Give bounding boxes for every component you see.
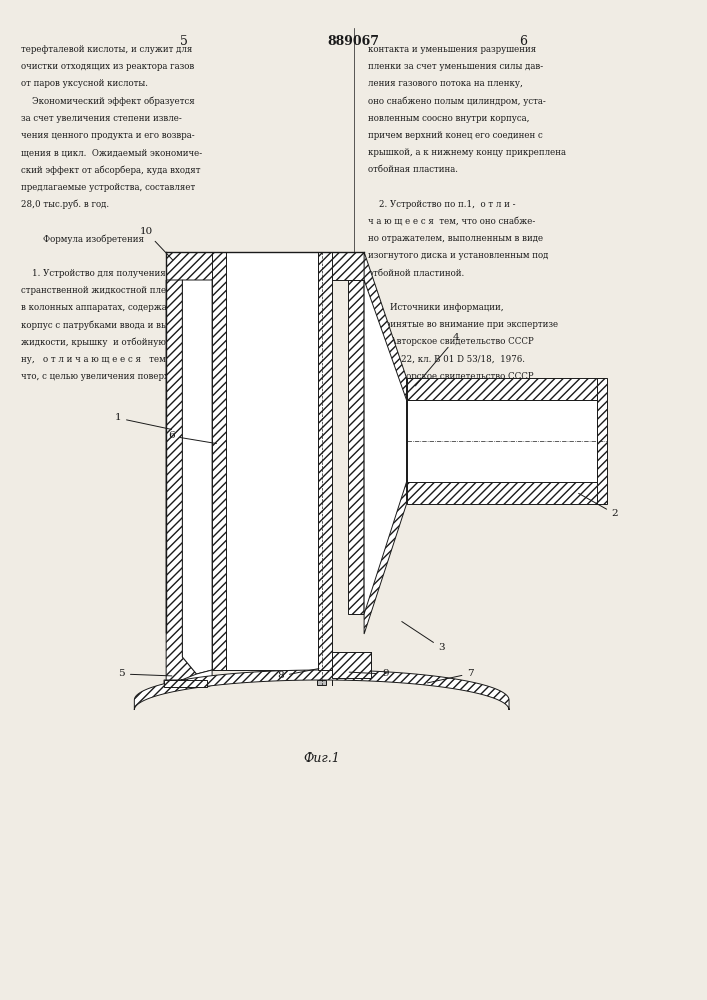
Text: 1. Авторское свидетельство СССР: 1. Авторское свидетельство СССР [368, 337, 533, 346]
Text: ления газового потока на пленку,: ления газового потока на пленку, [368, 79, 522, 88]
Text: отбойная пластина.: отбойная пластина. [368, 165, 457, 174]
Text: 1. Устройство для получения про-: 1. Устройство для получения про- [21, 269, 188, 278]
Polygon shape [407, 400, 597, 482]
Text: за счет увеличения степени извле-: за счет увеличения степени извле- [21, 114, 182, 123]
Text: принятые во внимание при экспертизе: принятые во внимание при экспертизе [368, 320, 558, 329]
Text: ч а ю щ е е с я  тем, что оно снабже-: ч а ю щ е е с я тем, что оно снабже- [368, 217, 535, 226]
Text: крышкой, а к нижнему концу прикреплена: крышкой, а к нижнему концу прикреплена [368, 148, 566, 157]
Polygon shape [407, 482, 597, 504]
Text: 4: 4 [416, 333, 460, 386]
Polygon shape [407, 378, 597, 400]
Text: пленки за счет уменьшения силы дав-: пленки за счет уменьшения силы дав- [368, 62, 543, 71]
Text: но отражателем, выполненным в виде: но отражателем, выполненным в виде [368, 234, 543, 243]
Text: ский эффект от абсорбера, куда входят: ский эффект от абсорбера, куда входят [21, 165, 201, 175]
Text: 5: 5 [180, 35, 188, 48]
Text: что, с целью увеличения поверхности: что, с целью увеличения поверхности [21, 372, 195, 381]
Text: 8: 8 [277, 669, 319, 680]
Polygon shape [212, 252, 226, 670]
Text: щения в цикл.  Ожидаемый экономиче-: щения в цикл. Ожидаемый экономиче- [21, 148, 202, 157]
Text: Источники информации,: Источники информации, [368, 303, 503, 312]
Polygon shape [164, 670, 212, 687]
Text: ну,   о т л и ч а ю щ е е с я   тем,: ну, о т л и ч а ю щ е е с я тем, [21, 355, 169, 364]
Polygon shape [597, 378, 607, 504]
Polygon shape [364, 252, 407, 634]
Polygon shape [166, 280, 197, 687]
Text: изогнутого диска и установленным под: изогнутого диска и установленным под [368, 251, 548, 260]
Polygon shape [182, 280, 212, 674]
Text: 2. Авторское свидетельство СССР: 2. Авторское свидетельство СССР [368, 372, 533, 381]
Text: № 272952, кл. В 01 J 1/00,  1968.: № 272952, кл. В 01 J 1/00, 1968. [368, 389, 516, 398]
Polygon shape [166, 252, 364, 280]
Text: 3: 3 [402, 622, 445, 652]
Text: контакта и уменьшения разрушения: контакта и уменьшения разрушения [368, 45, 536, 54]
Text: 6: 6 [168, 432, 216, 444]
Polygon shape [348, 280, 364, 614]
Text: новленным соосно внутри корпуса,: новленным соосно внутри корпуса, [368, 114, 529, 123]
Polygon shape [318, 252, 332, 670]
Polygon shape [134, 670, 509, 710]
Text: 28,0 тыс.руб. в год.: 28,0 тыс.руб. в год. [21, 200, 110, 209]
Text: 889067: 889067 [327, 35, 380, 48]
Polygon shape [332, 652, 371, 678]
Text: очистки отходящих из реактора газов: очистки отходящих из реактора газов [21, 62, 194, 71]
Text: корпус с патрубками ввода и вывода: корпус с патрубками ввода и вывода [21, 320, 188, 330]
Text: № 668122, кл. В 01 D 53/18,  1976.: № 668122, кл. В 01 D 53/18, 1976. [368, 355, 525, 364]
Polygon shape [317, 680, 326, 685]
Text: Формула изобретения: Формула изобретения [21, 234, 144, 244]
Text: 10: 10 [140, 228, 173, 260]
Text: терефталевой кислоты, и служит для: терефталевой кислоты, и служит для [21, 45, 192, 54]
Text: жидкости, крышку  и отбойную пласти-: жидкости, крышку и отбойную пласти- [21, 337, 203, 347]
Text: причем верхний конец его соединен с: причем верхний конец его соединен с [368, 131, 542, 140]
Text: 2. Устройство по п.1,  о т л и -: 2. Устройство по п.1, о т л и - [368, 200, 515, 209]
Polygon shape [226, 252, 318, 670]
Polygon shape [364, 280, 407, 614]
Text: 9: 9 [349, 670, 389, 678]
Text: Экономический эффект образуется: Экономический эффект образуется [21, 97, 195, 106]
Text: 5: 5 [118, 670, 172, 678]
Text: странственной жидкостной пленки: странственной жидкостной пленки [21, 286, 183, 295]
Polygon shape [332, 652, 371, 685]
Polygon shape [164, 680, 207, 687]
Text: в колонных аппаратах, содержащее: в колонных аппаратах, содержащее [21, 303, 185, 312]
Text: чения ценного продукта и его возвра-: чения ценного продукта и его возвра- [21, 131, 195, 140]
Text: 2: 2 [578, 493, 619, 518]
Text: от паров уксусной кислоты.: от паров уксусной кислоты. [21, 79, 148, 88]
Text: отбойной пластиной.: отбойной пластиной. [368, 269, 464, 278]
Text: 6: 6 [519, 35, 527, 48]
Text: 1: 1 [115, 414, 172, 429]
Text: Фиг.1: Фиг.1 [303, 752, 340, 765]
Text: предлагаемые устройства, составляет: предлагаемые устройства, составляет [21, 183, 195, 192]
Text: оно снабжено полым цилиндром, уста-: оно снабжено полым цилиндром, уста- [368, 97, 545, 106]
Text: 7: 7 [428, 669, 474, 683]
